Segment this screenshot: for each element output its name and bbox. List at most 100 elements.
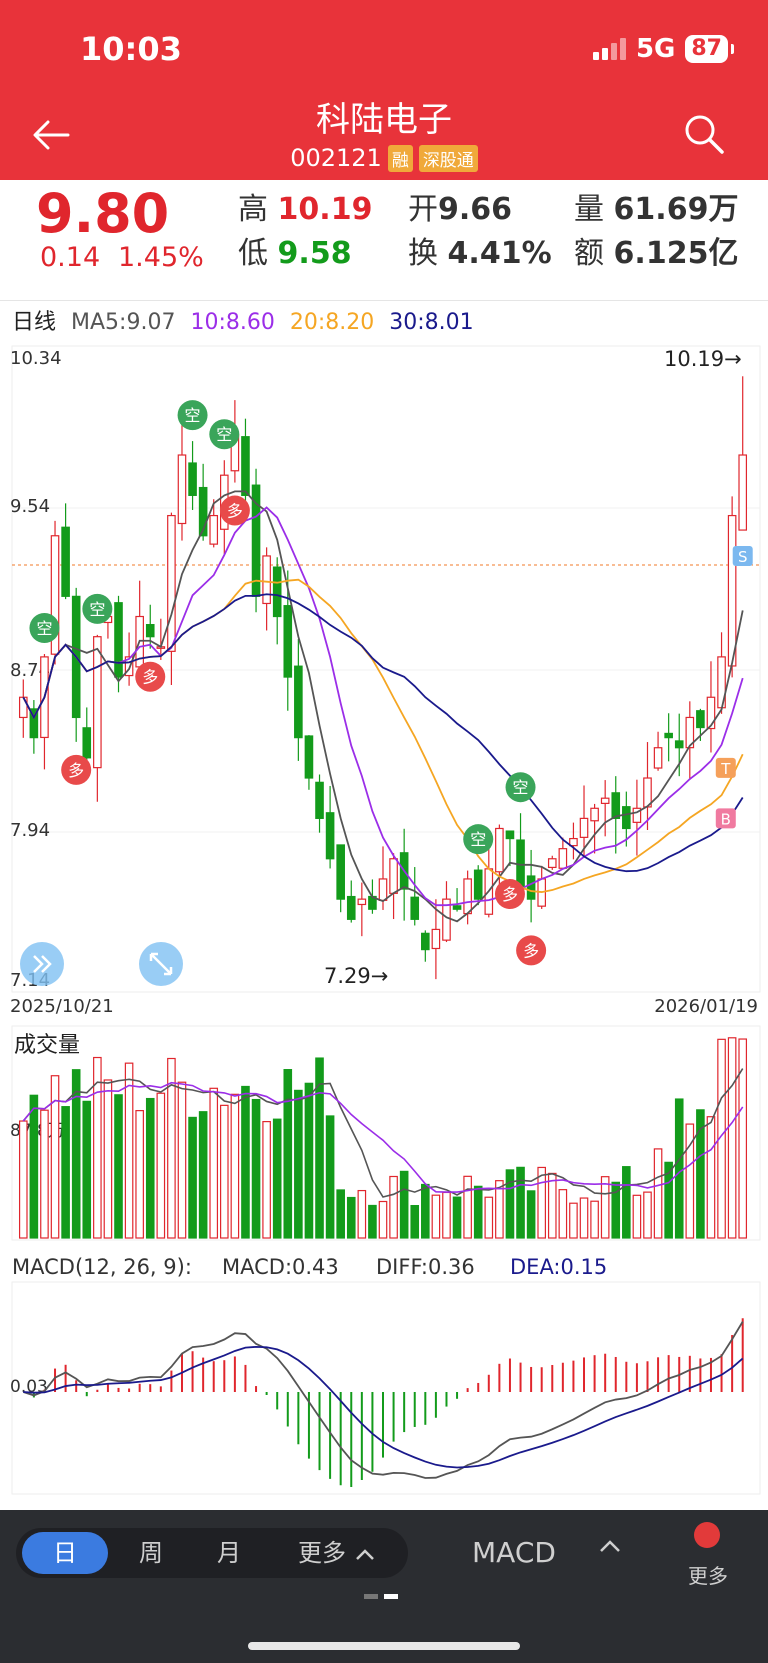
candle-body: [29, 708, 39, 739]
period-day-tab[interactable]: 日: [22, 1532, 108, 1574]
candlestick-series: [18, 376, 748, 980]
volume-bar: [336, 1189, 345, 1239]
turnover-field: 换 4.41%: [408, 236, 552, 271]
candle-body: [452, 905, 462, 910]
short-signal-label: 空: [513, 778, 529, 797]
candle-body: [304, 735, 314, 779]
volume-bar: [124, 1062, 134, 1239]
chevron-up-icon: [355, 1549, 374, 1560]
price-axis-label: 9.54: [10, 496, 50, 517]
low-field: 低 9.58: [238, 236, 352, 271]
short-signal-label: 空: [36, 619, 52, 638]
candle-body: [135, 615, 144, 668]
search-icon[interactable]: [682, 112, 726, 156]
volume-bar: [262, 1120, 271, 1239]
short-signal-badge: [29, 613, 60, 644]
volume-bar: [198, 1111, 208, 1239]
fullscreen-button[interactable]: [139, 942, 183, 986]
candle-body: [145, 624, 155, 638]
period-month-tab[interactable]: 月: [217, 1539, 241, 1567]
long-signal-badge: [61, 754, 92, 785]
short-signal-badge: [82, 593, 113, 624]
volume-bar: [177, 1081, 187, 1239]
more-menu-icon[interactable]: [694, 1522, 720, 1548]
stock-name: 科陆电子: [316, 100, 452, 140]
volume-bar: [410, 1204, 420, 1239]
volume-bar: [706, 1116, 716, 1239]
connect-tag: 深股通: [418, 144, 478, 172]
indicator-selector[interactable]: MACD: [472, 1536, 556, 1569]
candle-body: [484, 868, 494, 915]
high-field: 高 10.19: [238, 192, 373, 227]
stock-code: 002121: [290, 144, 382, 172]
volume-bar: [378, 1200, 388, 1239]
candle-body: [114, 602, 123, 678]
short-signal-badge: [505, 772, 536, 803]
candle-body: [315, 781, 324, 819]
period-week-tab[interactable]: 周: [139, 1539, 163, 1567]
candle-body: [727, 514, 737, 667]
price-change: 0.14: [40, 242, 101, 273]
volume-bar: [558, 1189, 568, 1239]
volume-bar: [29, 1094, 39, 1239]
candle-body: [40, 656, 49, 739]
volume-bar: [727, 1037, 737, 1239]
macd-params: MACD(12, 26, 9):: [12, 1255, 192, 1279]
volume-bar: [421, 1183, 430, 1239]
period-more-button[interactable]: 更多: [298, 1528, 402, 1578]
volume-bar: [103, 1079, 113, 1239]
volume-field: 量 61.69万: [574, 192, 739, 227]
candle-body: [294, 665, 303, 739]
candle-body: [368, 895, 377, 910]
candle-body: [579, 817, 589, 838]
macd-value: MACD:0.43: [222, 1255, 339, 1279]
more-menu-label[interactable]: 更多: [688, 1564, 728, 1588]
candle-body: [272, 566, 282, 618]
expand-left-button[interactable]: [20, 942, 64, 986]
volume-bar: [18, 1120, 28, 1239]
volume-bar: [156, 1092, 166, 1239]
volume-bar: [188, 1116, 197, 1239]
volume-bar: [251, 1098, 261, 1239]
candle-body: [738, 454, 748, 531]
period-selector: 日 周 月 更多: [16, 1528, 408, 1578]
candle-body: [251, 484, 261, 597]
volume-bar: [61, 1106, 70, 1239]
candle-body: [399, 852, 409, 890]
volume-bar: [241, 1085, 250, 1239]
quote-panel: 9.80 0.14 1.45% 高 10.19 低 9.58 开9.66 换 4…: [0, 180, 768, 301]
volume-bar: [526, 1190, 536, 1239]
volume-bar: [547, 1172, 557, 1239]
battery-icon: 87: [685, 35, 734, 63]
volume-bar: [484, 1196, 494, 1239]
ma20-line: [22, 578, 744, 893]
date-start-label: 2025/10/21: [10, 996, 114, 1017]
volume-bar: [600, 1176, 610, 1239]
ma-lines: [22, 490, 744, 923]
chevron-up-icon[interactable]: [598, 1538, 622, 1554]
price-axis-label: 10.34: [10, 348, 62, 369]
candle-body: [50, 535, 60, 655]
volume-bar: [220, 1104, 229, 1239]
price-axis-label: 7.94: [10, 820, 50, 841]
trade-mark-label: S: [738, 548, 748, 566]
volume-bar: [368, 1204, 377, 1239]
volume-bar: [399, 1170, 409, 1239]
ma10-line: [22, 506, 744, 907]
candle-body: [124, 656, 134, 677]
candle-body: [706, 696, 716, 730]
candle-body: [346, 895, 356, 920]
macd-histogram: [32, 1318, 744, 1487]
home-indicator[interactable]: [248, 1642, 520, 1650]
back-arrow-icon[interactable]: [28, 112, 74, 158]
volume-bar: [315, 1057, 324, 1239]
short-signal-badge: [463, 824, 494, 855]
volume-bar: [71, 1069, 81, 1239]
short-signal-badge: [209, 419, 240, 450]
candle-body: [611, 792, 621, 819]
trade-mark-label: T: [720, 760, 731, 778]
app-header: 10:03 5G 87 科陆电子 002121 融 深股通: [0, 0, 768, 180]
page-indicator: [364, 1594, 398, 1599]
volume-bar: [653, 1148, 663, 1239]
